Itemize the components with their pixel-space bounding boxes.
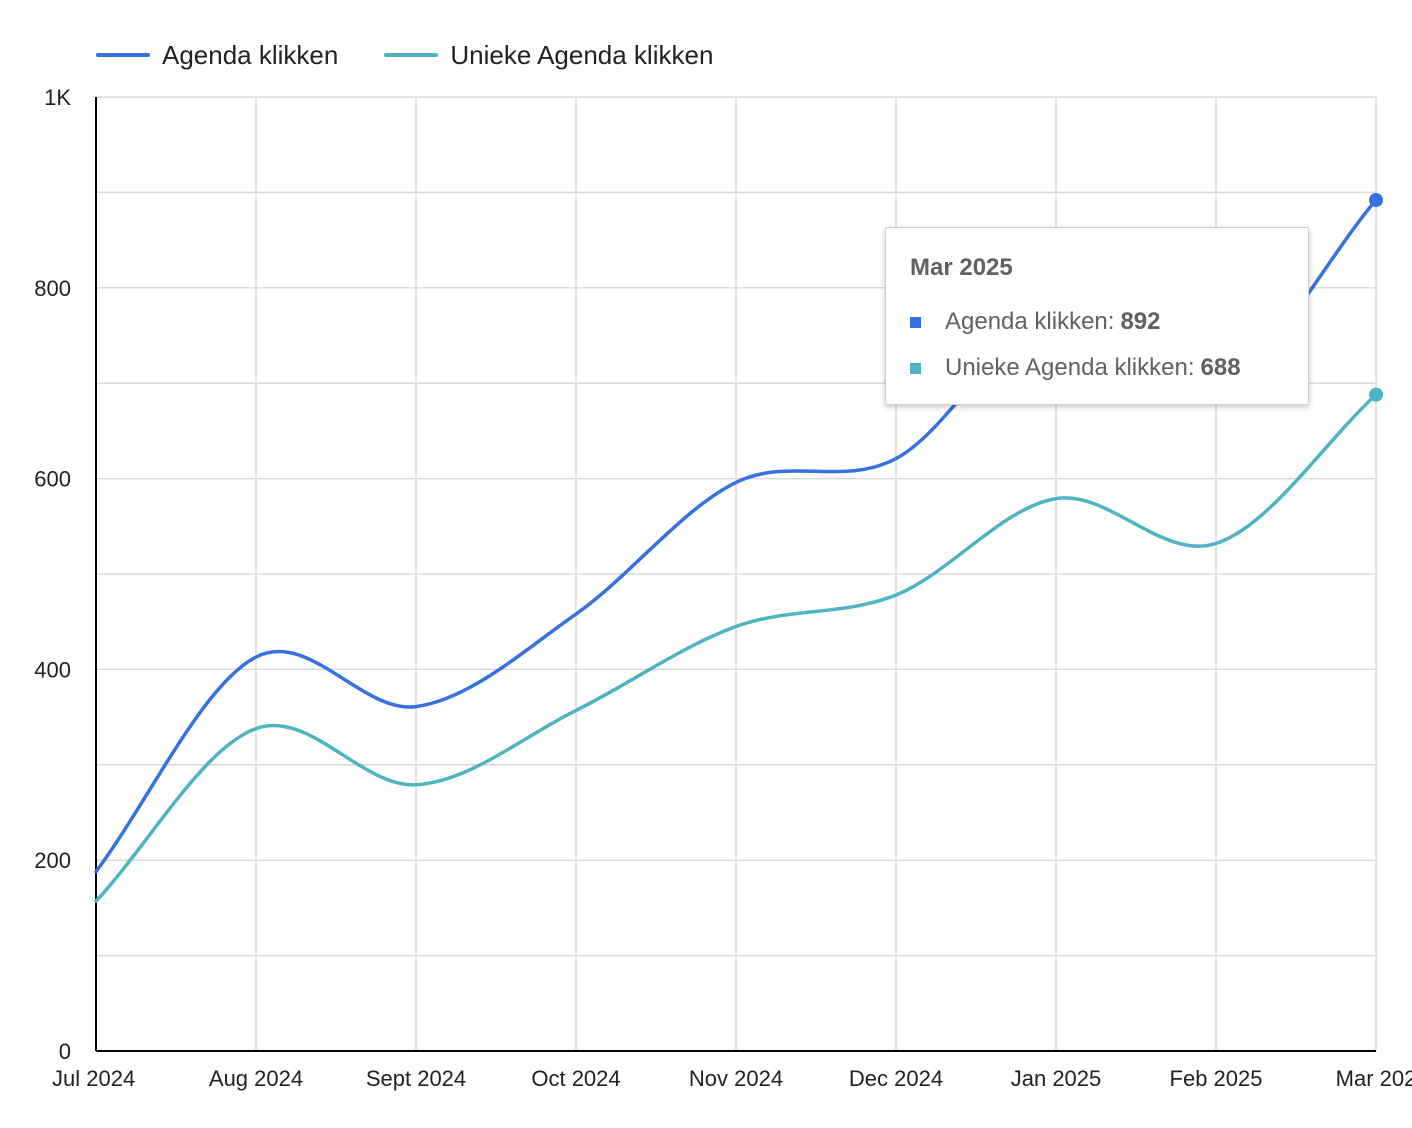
y-tick-label: 200 [34,848,71,873]
y-tick-label: 0 [59,1039,71,1064]
tooltip-row-value: 892 [1120,308,1161,335]
y-tick-label: 600 [34,467,71,492]
y-tick-label: 800 [34,276,71,301]
square-marker-icon [910,362,921,374]
legend-swatch-agenda-klikken [96,53,150,57]
x-tick-label: Jul 2024 [52,1066,135,1091]
chart-legend: Agenda klikken Unieke Agenda klikken [96,38,759,72]
x-tick-label: Oct 2024 [531,1066,620,1091]
axes [95,97,1376,1052]
x-axis-tick-labels: Jul 2024 Aug 2024 Sept 2024 Oct 2024 Nov 202… [52,1066,1412,1091]
data-tooltip: Mar 2025 Agenda klikken: 892 Unieke Agen… [885,227,1309,405]
legend-swatch-unieke-agenda-klikken [384,53,439,57]
tooltip-row-unieke-agenda-klikken: Unieke Agenda klikken: 688 [910,354,1241,382]
tooltip-row-agenda-klikken: Agenda klikken: 892 [910,308,1161,336]
series-line-unieke-agenda-klikken [94,392,1378,903]
tooltip-row-label: Unieke Agenda klikken: [945,354,1195,381]
legend-label: Unieke Agenda klikken [450,39,714,70]
x-tick-label: Dec 2024 [849,1066,943,1091]
x-tick-label: Feb 2025 [1170,1066,1263,1091]
x-tick-label: Jan 2025 [1011,1066,1102,1091]
legend-label: Agenda klikken [162,39,339,70]
highlight-point-unieke-agenda-klikken [1369,387,1383,402]
y-axis-tick-labels: 0 200 400 600 800 1K [34,85,71,1064]
grid-lines [96,96,1377,1051]
square-marker-icon [910,316,921,328]
tooltip-row-label: Agenda klikken: [945,308,1115,335]
tooltip-title: Mar 2025 [910,254,1013,281]
tooltip-row-value: 688 [1200,354,1241,381]
highlight-point-agenda-klikken [1369,193,1383,208]
x-tick-label: Mar 202 [1336,1066,1412,1091]
legend-item-agenda-klikken[interactable]: Agenda klikken [96,40,338,71]
highlight-points [1369,193,1383,402]
y-tick-label: 400 [34,657,71,682]
x-tick-label: Nov 2024 [689,1066,783,1091]
x-tick-label: Sept 2024 [366,1066,466,1091]
y-tick-label: 1K [44,85,71,110]
x-tick-label: Aug 2024 [209,1066,303,1091]
legend-item-unieke-agenda-klikken[interactable]: Unieke Agenda klikken [384,40,713,71]
